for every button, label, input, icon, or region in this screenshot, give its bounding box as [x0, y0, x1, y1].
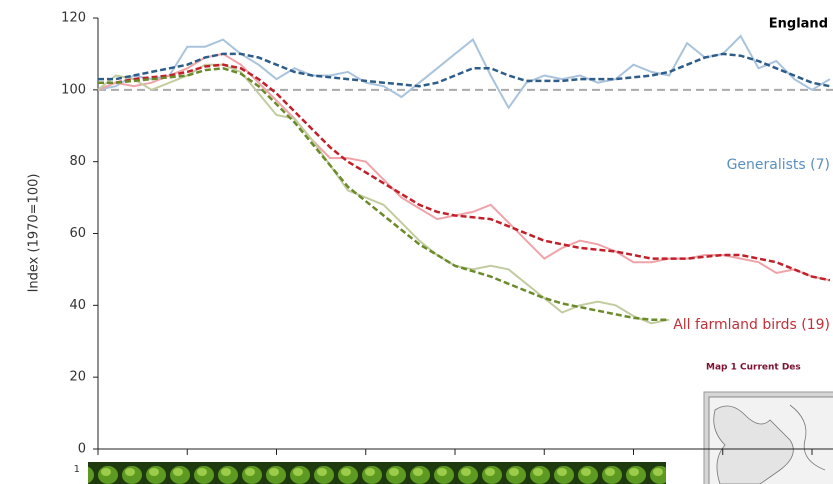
photo-strip	[88, 462, 666, 484]
photo-label: 1	[74, 464, 80, 475]
y-tick-label: 40	[69, 298, 86, 313]
series-line	[97, 52, 831, 282]
trend-line	[98, 67, 670, 321]
y-tick-label: 80	[69, 154, 86, 169]
map-title: Map 1 Current Des	[706, 363, 801, 373]
y-tick-label: 120	[61, 11, 86, 26]
y-tick-label: 20	[69, 370, 86, 385]
y-axis-label: Index (1970=100)	[27, 174, 42, 293]
trend-line	[98, 52, 831, 88]
y-tick-label: 100	[61, 82, 86, 97]
y-tick-label: 60	[69, 226, 86, 241]
map	[703, 391, 833, 484]
y-tick-label: 0	[78, 442, 86, 457]
series-label: Generalists (7)	[727, 157, 830, 173]
series-line	[97, 34, 831, 110]
trend-line	[98, 63, 831, 282]
series-label: All farmland birds (19)	[673, 317, 830, 333]
series-line	[97, 63, 670, 325]
chart-title: England	[769, 17, 828, 32]
